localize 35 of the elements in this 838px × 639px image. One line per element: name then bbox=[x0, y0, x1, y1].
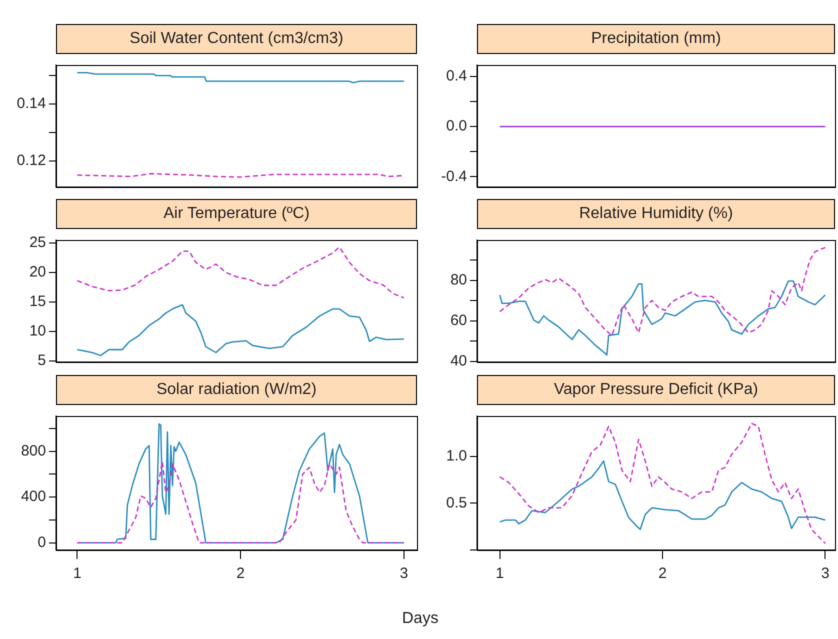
y-tick-label: 0.4 bbox=[446, 68, 467, 85]
x-tick-label: 2 bbox=[658, 565, 667, 582]
y-tick-label: 40 bbox=[450, 352, 467, 370]
chart-title: Solar radiation (W/m2) bbox=[56, 375, 417, 405]
chart-title: Air Temperature (ºC) bbox=[56, 199, 417, 229]
y-tick-label: 0 bbox=[38, 534, 46, 551]
y-tick-label: 0.12 bbox=[16, 152, 46, 169]
line-series bbox=[76, 460, 405, 544]
y-tick-label: 25 bbox=[29, 234, 46, 252]
y-tick-label: 0.14 bbox=[16, 95, 46, 112]
y-tick-label: 60 bbox=[450, 312, 467, 330]
line-series bbox=[76, 246, 405, 298]
x-axis-title: Days bbox=[402, 610, 438, 628]
x-tick-label: 2 bbox=[236, 565, 245, 582]
x-tick-label: 3 bbox=[821, 565, 830, 582]
chart-title: Precipitation (mm) bbox=[477, 24, 835, 54]
y-tick-label: 0.0 bbox=[446, 118, 467, 135]
y-tick-label: -0.4 bbox=[441, 168, 467, 185]
chart-title: Relative Humidity (%) bbox=[477, 199, 835, 229]
y-tick-label: 10 bbox=[29, 322, 46, 340]
y-tick-label: 800 bbox=[20, 442, 46, 460]
line-series bbox=[499, 246, 826, 336]
x-tick-label: 1 bbox=[73, 565, 82, 582]
y-tick-label: 0.5 bbox=[446, 494, 467, 512]
y-tick-label: 80 bbox=[450, 272, 467, 289]
y-tick-label: 15 bbox=[29, 293, 46, 310]
y-tick-label: 400 bbox=[20, 488, 46, 506]
y-tick-label: 5 bbox=[38, 352, 46, 369]
chart-title: Soil Water Content (cm3/cm3) bbox=[56, 24, 417, 54]
y-tick-label: 20 bbox=[29, 264, 46, 281]
chart-title: Vapor Pressure Deficit (KPa) bbox=[477, 375, 835, 405]
x-tick-label: 3 bbox=[400, 565, 408, 582]
y-tick-label: 1.0 bbox=[446, 447, 467, 464]
x-tick-label: 1 bbox=[496, 565, 504, 582]
line-series bbox=[499, 422, 826, 544]
